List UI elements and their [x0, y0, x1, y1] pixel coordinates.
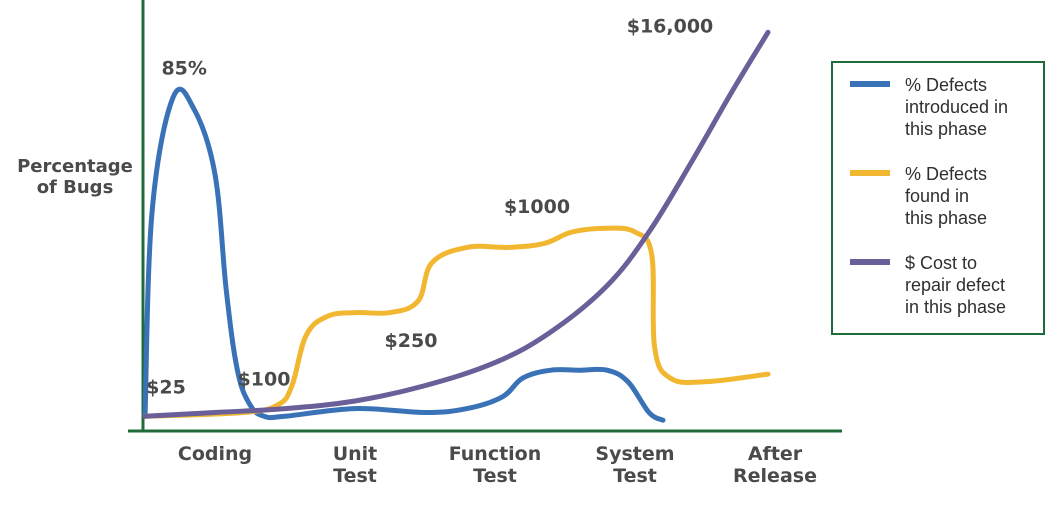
x-tick-label: System Test	[595, 443, 674, 487]
annotation-label: $16,000	[627, 15, 714, 37]
legend: % Defects introduced in this phase % Defect…	[831, 61, 1045, 335]
annotation-label: $1000	[504, 196, 570, 218]
x-tick-label: Unit Test	[333, 443, 378, 487]
series-line-repair-cost	[142, 29, 771, 419]
annotations: 85% $25 $100 $250 $1000 $16,000	[146, 15, 713, 398]
annotation-label: $250	[385, 330, 438, 352]
y-axis-label: Percentage of Bugs	[17, 156, 133, 198]
legend-item-defects-introduced: % Defects introduced in this phase	[850, 75, 1008, 139]
annotation-label: $100	[238, 369, 291, 391]
legend-item-repair-cost: $ Cost to repair defect in this phase	[850, 253, 1006, 317]
legend-item-defects-found: % Defects found in this phase	[850, 164, 987, 228]
annotation-label: 85%	[161, 58, 206, 80]
series-lines	[142, 29, 771, 423]
series-line-defects-found	[142, 225, 771, 419]
x-tick-label: Coding	[178, 443, 252, 465]
annotation-label: $25	[146, 376, 186, 398]
legend-label: % Defects found in this phase	[905, 164, 987, 228]
legend-box	[831, 61, 1045, 335]
y-axis-label: Percentage of Bugs	[17, 156, 133, 198]
legend-label: $ Cost to repair defect in this phase	[905, 253, 1006, 317]
x-tick-label: Function Test	[449, 443, 542, 487]
axes	[128, 0, 842, 433]
series-line-defects-introduced	[142, 86, 666, 423]
x-tick-labels: Coding Unit Test Function Test System Test Afte…	[178, 443, 817, 487]
x-tick-label: After Release	[733, 443, 817, 487]
legend-label: % Defects introduced in this phase	[905, 75, 1008, 139]
